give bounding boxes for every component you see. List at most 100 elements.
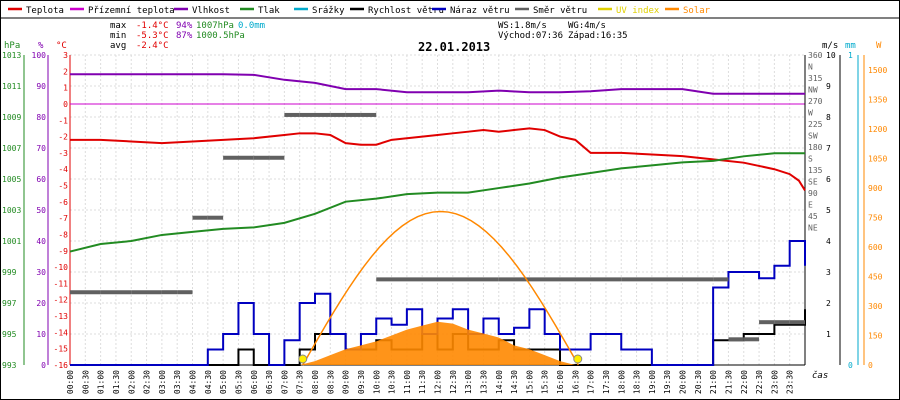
series-line-1 [70, 73, 805, 95]
axis-x-tick-38: 19:00 [648, 370, 657, 394]
axis-solar-tick-5: 750 [868, 213, 883, 222]
axis-ms-tick-0: 10 [826, 51, 836, 60]
axis-pct-tick-5: 50 [36, 206, 46, 215]
axis-x-tick-40: 20:00 [679, 370, 688, 394]
axis-ms-tick-2: 8 [826, 113, 831, 122]
axis-x-tick-20: 10:00 [372, 370, 381, 394]
axis-pct-tick-8: 20 [36, 299, 46, 308]
axis-hpa-tick-4: 1005 [2, 175, 21, 184]
axis-dir-tick-6: 225 [808, 120, 823, 129]
axis-mm-tick-0: 1 [848, 51, 853, 60]
axis-x-tick-27: 13:30 [479, 370, 488, 394]
axis-x-tick-23: 11:30 [418, 370, 427, 394]
legend-label-2: Vlhkost [192, 6, 230, 16]
axis-x-tick-15: 07:30 [296, 370, 305, 394]
axis-x-tick-42: 21:00 [709, 370, 718, 394]
axis-mm-tick-1: 0 [848, 361, 853, 370]
axis-temp-tick-15: -12 [54, 296, 69, 305]
axis-temp-tick-5: -2 [58, 133, 68, 142]
axis-temp-tick-7: -4 [58, 165, 68, 174]
axis-x-tick-43: 21:30 [724, 370, 733, 394]
legend-label-8: UV index [616, 6, 660, 16]
axis-ms-tick-9: 1 [826, 330, 831, 339]
axis-x-tick-2: 01:00 [97, 370, 106, 394]
axis-dir-tick-8: 180 [808, 143, 823, 152]
stat-wg: WG:4m/s [568, 21, 606, 31]
axis-temp-tick-9: -6 [58, 198, 68, 207]
axis-dir-tick-15: NE [808, 224, 818, 233]
axis-temp-tick-10: -7 [58, 214, 68, 223]
axis-dir-tick-12: 90 [808, 189, 818, 198]
axis-dir-tick-13: E [808, 201, 813, 210]
axis-x-tick-30: 15:00 [525, 370, 534, 394]
axis-hpa-tick-9: 995 [2, 330, 17, 339]
axis-x-tick-11: 05:30 [234, 370, 243, 394]
axis-temp-tick-4: -1 [58, 116, 68, 125]
axis-x-tick-18: 09:00 [342, 370, 351, 394]
stat-min-label: min [110, 31, 126, 41]
axis-ms-unit: m/s [822, 41, 838, 51]
axis-ms-tick-4: 6 [826, 175, 831, 184]
axis-hpa-tick-8: 997 [2, 299, 17, 308]
axis-x-tick-32: 16:00 [556, 370, 565, 394]
series-line-2 [69, 152, 805, 253]
axis-x-tick-5: 02:30 [143, 370, 152, 394]
axis-x-tick-6: 03:00 [158, 370, 167, 394]
axis-dir-tick-7: SW [808, 132, 818, 141]
axis-solar-unit: W [876, 41, 882, 51]
axis-x-tick-25: 12:30 [449, 370, 458, 394]
axis-x-tick-24: 12:00 [434, 370, 443, 394]
axis-solar-tick-1: 1350 [868, 95, 887, 104]
axis-pct-tick-10: 0 [41, 361, 46, 370]
axis-solar-tick-6: 600 [868, 243, 883, 252]
axis-x-tick-36: 18:00 [617, 370, 626, 394]
axis-x-tick-22: 11:00 [403, 370, 412, 394]
axis-x-tick-39: 19:30 [663, 370, 672, 394]
chart-title: 22.01.2013 [418, 40, 490, 54]
stat-max-press: 1007hPa [196, 21, 234, 31]
axis-x-tick-41: 20:30 [694, 370, 703, 394]
legend-label-0: Teplota [26, 6, 64, 16]
axis-temp-tick-16: -13 [54, 312, 69, 321]
legend-label-6: Náraz větru [450, 6, 510, 16]
axis-temp-tick-14: -11 [54, 279, 69, 288]
axis-ms-tick-1: 9 [826, 82, 831, 91]
axis-hpa-tick-10: 993 [2, 361, 17, 370]
stat-sunrise: Východ:07:36 [498, 31, 563, 41]
legend-label-3: Tlak [258, 6, 280, 16]
axis-hpa-tick-5: 1003 [2, 206, 21, 215]
axis-solar-tick-0: 1500 [868, 66, 887, 75]
series-solar-area [299, 321, 576, 365]
stat-avg-temp: -2.4°C [136, 41, 169, 51]
axis-x-tick-37: 18:30 [633, 370, 642, 394]
axis-ms-tick-5: 5 [826, 206, 831, 215]
axis-temp-unit: °C [56, 41, 67, 51]
axis-dir-tick-1: N [808, 63, 813, 72]
axis-dir-tick-5: W [808, 109, 813, 118]
axis-pct-tick-0: 100 [32, 51, 47, 60]
legend-label-1: Přízemní teplota [88, 6, 175, 16]
sunset-marker [573, 354, 583, 364]
stat-max-hum: 94% [176, 21, 193, 31]
axis-x-tick-7: 03:30 [173, 370, 182, 394]
legend-label-9: Solar [683, 6, 711, 16]
axis-x-tick-26: 13:00 [464, 370, 473, 394]
axis-mm-unit: mm [845, 41, 856, 51]
stat-max-temp: -1.4°C [136, 21, 169, 31]
axis-temp-tick-11: -8 [58, 230, 68, 239]
axis-x-tick-19: 09:30 [357, 370, 366, 394]
axis-x-tick-34: 17:00 [587, 370, 596, 394]
axis-hpa-tick-0: 1013 [2, 51, 21, 60]
axis-hpa-tick-7: 999 [2, 268, 17, 277]
axis-x-tick-35: 17:30 [602, 370, 611, 394]
axis-pct-tick-9: 10 [36, 330, 46, 339]
axis-x-tick-28: 14:00 [495, 370, 504, 394]
stat-min-press: 1000.5hPa [196, 31, 245, 41]
axis-x-tick-47: 23:30 [786, 370, 795, 394]
axis-x-tick-1: 00:30 [81, 370, 90, 394]
axis-dir-tick-10: 135 [808, 166, 823, 175]
axis-temp-tick-1: 2 [63, 67, 68, 76]
axis-solar-tick-3: 1050 [868, 154, 887, 163]
axis-x-tick-14: 07:00 [280, 370, 289, 394]
